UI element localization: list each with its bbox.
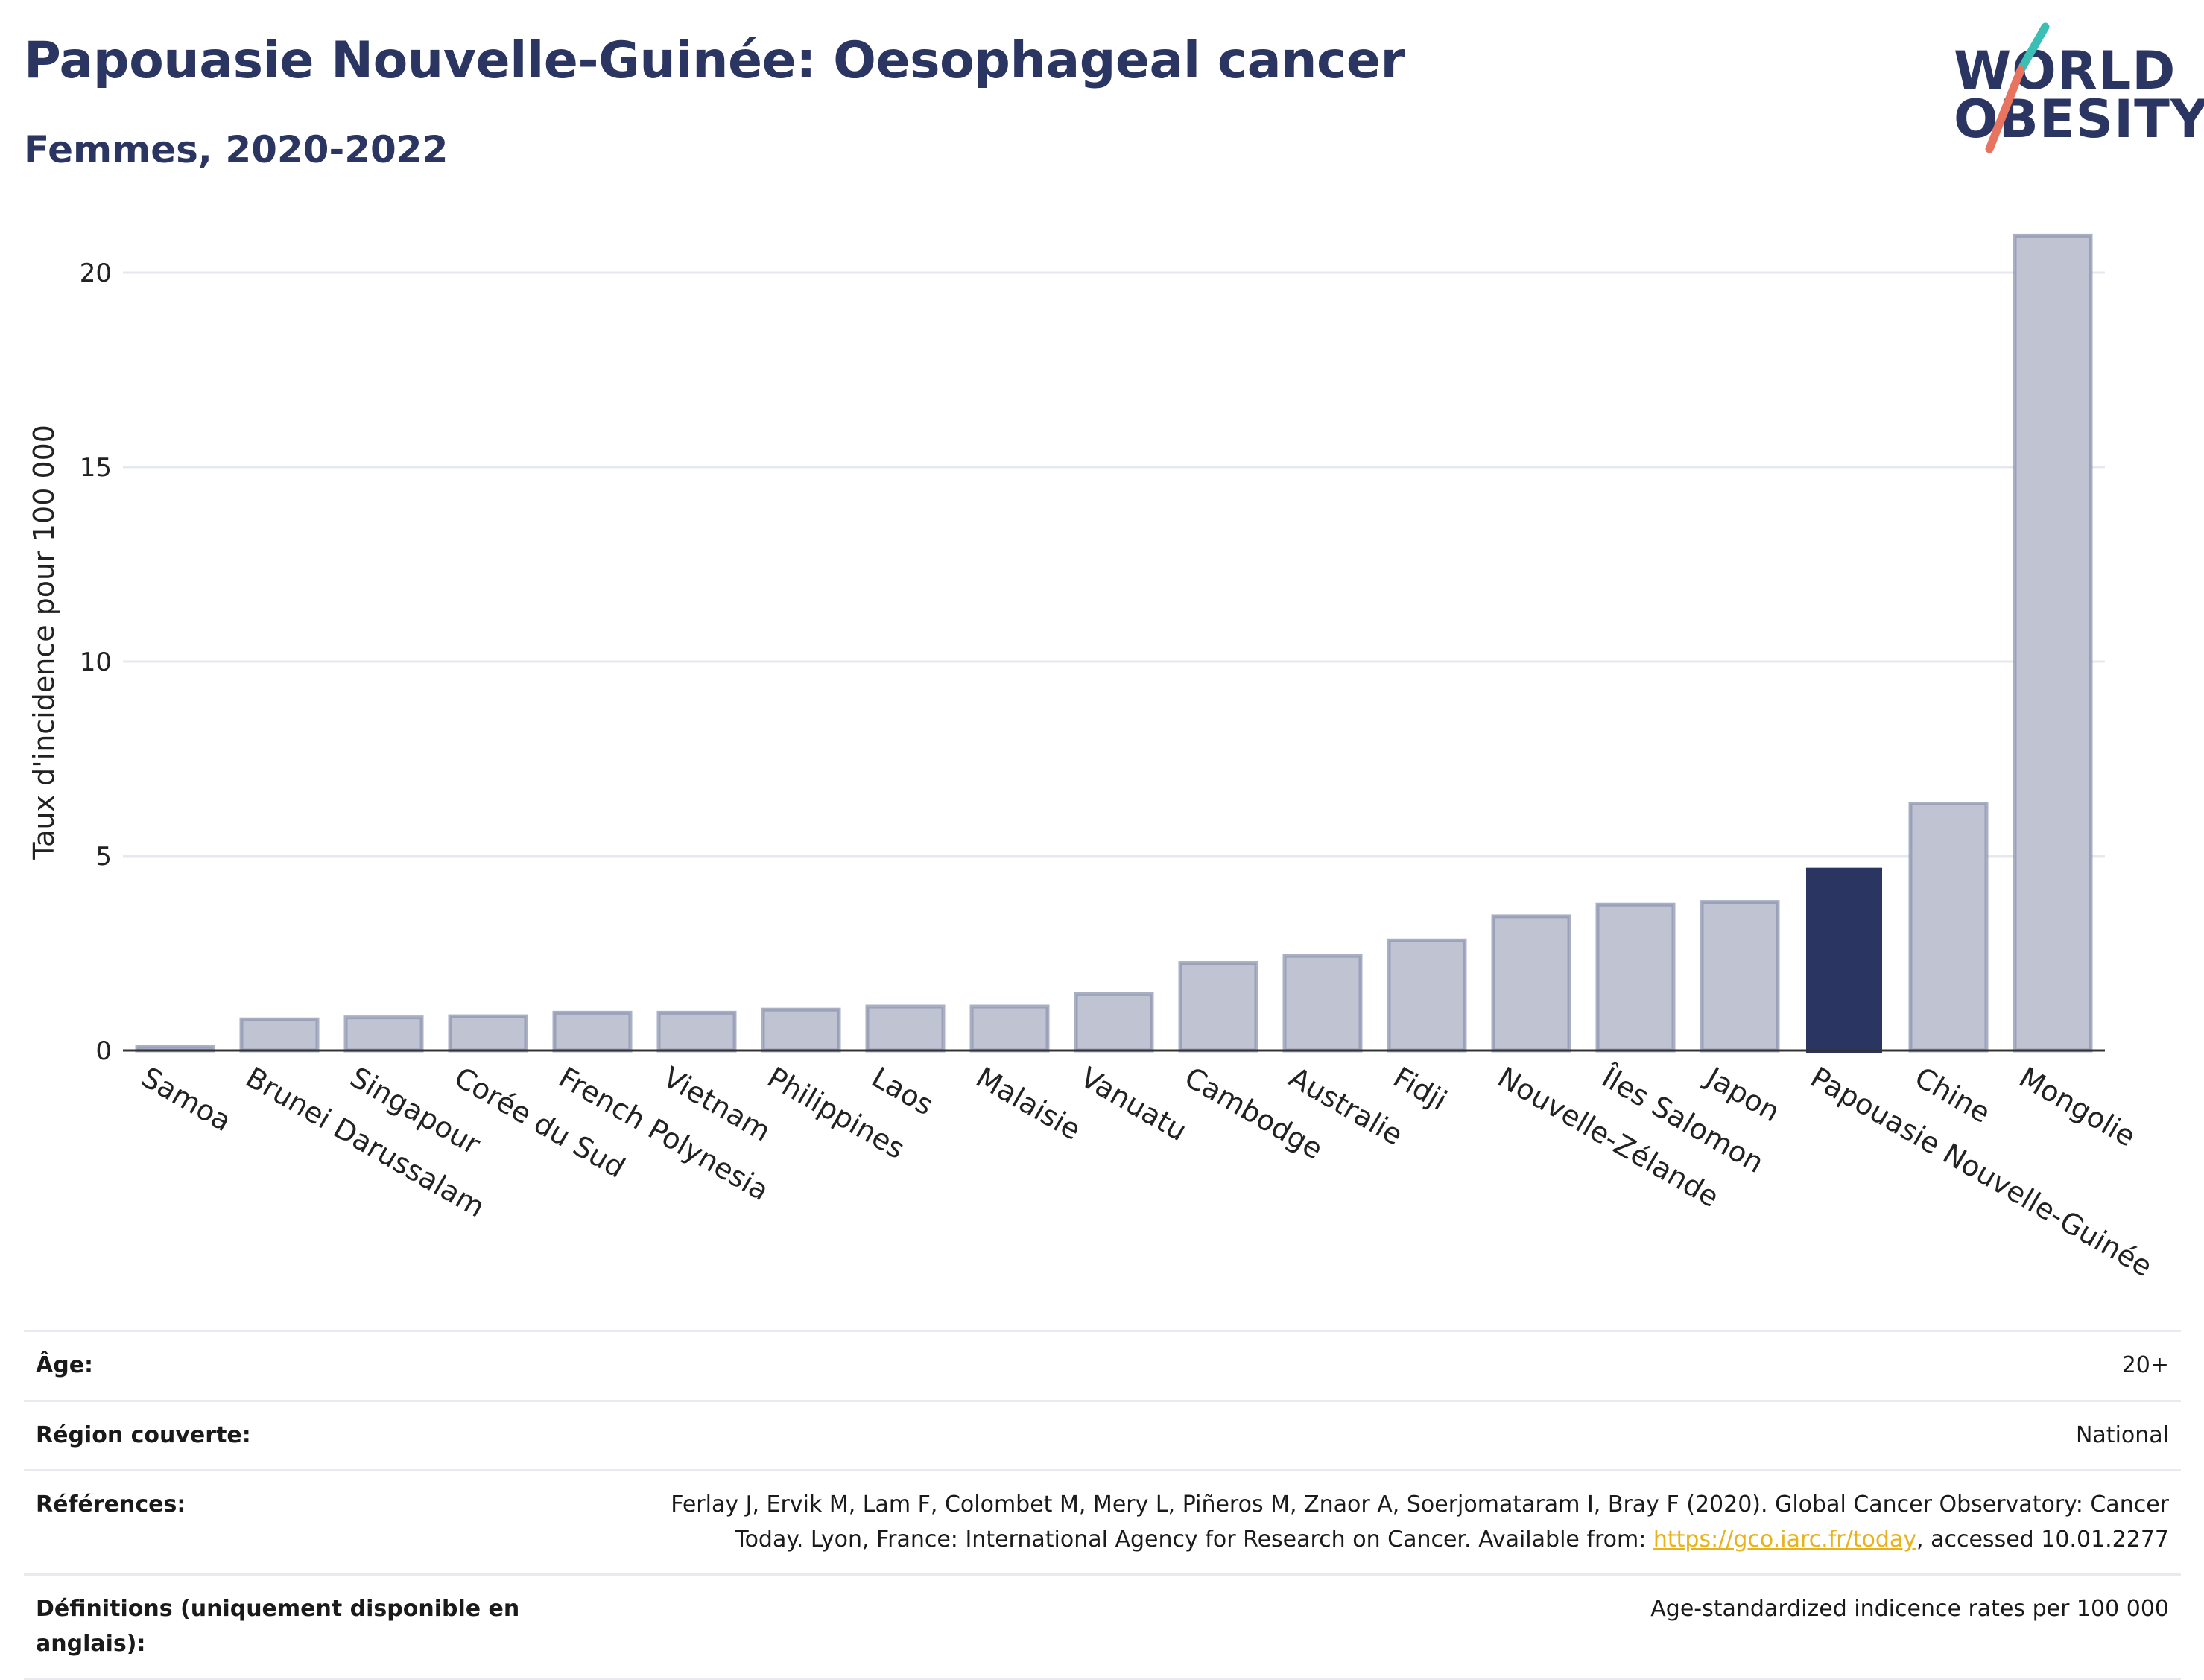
bar xyxy=(761,1007,841,1053)
info-value-references: Ferlay J, Ervik M, Lam F, Colombet M, Me… xyxy=(569,1471,2181,1575)
x-tick-label: Mongolie xyxy=(2014,1061,2141,1153)
x-tick-label: Vanuatu xyxy=(1075,1061,1193,1147)
reference-text-line1: Ferlay J, Ervik M, Lam F, Colombet M, Me… xyxy=(671,1492,2169,1518)
y-tick-label: 10 xyxy=(80,647,112,677)
bar-chart: 0 5 10 15 20 Taux d'incidence pour 100 000 Sam… xyxy=(28,233,2158,1283)
bar xyxy=(1806,867,1882,1053)
bar xyxy=(1908,802,1989,1053)
bar xyxy=(1074,992,1154,1053)
x-tick-label: Samoa xyxy=(136,1061,237,1138)
y-tick-label: 20 xyxy=(80,259,112,288)
bar xyxy=(343,1015,424,1053)
bar xyxy=(2013,233,2093,1053)
bar xyxy=(552,1010,633,1053)
x-tick-label: Malaisie xyxy=(971,1061,1087,1147)
x-tick-label: Fidji xyxy=(1388,1061,1453,1118)
info-row-references: Références: Ferlay J, Ervik M, Lam F, Co… xyxy=(24,1470,2181,1575)
info-label-references: Références: xyxy=(36,1492,186,1518)
info-label-definitions: Définitions (uniquement disponible en an… xyxy=(36,1596,520,1657)
bar xyxy=(1595,902,1676,1053)
info-row-age: Âge: 20+ xyxy=(24,1331,2181,1401)
x-tick-label: Laos xyxy=(867,1061,940,1122)
info-row-region: Région couverte: National xyxy=(24,1401,2181,1471)
bar xyxy=(448,1014,528,1053)
bar xyxy=(239,1017,320,1053)
page-title: Papouasie Nouvelle-Guinée: Oesophageal c… xyxy=(24,31,1405,90)
info-value-age: 20+ xyxy=(2121,1352,2169,1378)
bar xyxy=(1700,900,1780,1053)
bar xyxy=(1387,938,1467,1053)
y-tick-label: 5 xyxy=(95,842,112,872)
y-axis-title: Taux d'incidence pour 100 000 xyxy=(28,425,60,860)
reference-text-line2: Today. Lyon, France: International Agenc… xyxy=(735,1526,1653,1553)
bar xyxy=(969,1004,1050,1053)
logo-slash-icon xyxy=(1985,22,2050,153)
bar xyxy=(1178,961,1258,1053)
info-label-region: Région couverte: xyxy=(36,1421,251,1448)
y-tick-label: 0 xyxy=(95,1036,112,1066)
info-label-age: Âge: xyxy=(36,1352,94,1378)
bar xyxy=(1282,954,1363,1053)
reference-text-accessed: , accessed 10.01.2277 xyxy=(1916,1526,2169,1553)
info-value-region: National xyxy=(2075,1421,2169,1448)
info-value-definitions: Age-standardized indicence rates per 100… xyxy=(1650,1596,2169,1622)
bar xyxy=(865,1004,946,1053)
bar xyxy=(1491,914,1571,1053)
logo-line-1: WORLD xyxy=(1954,40,2176,101)
info-row-definitions: Définitions (uniquement disponible en an… xyxy=(24,1574,2181,1679)
y-tick-label: 15 xyxy=(80,453,112,483)
world-obesity-logo: WORLD OBESITY xyxy=(1937,22,2204,164)
x-tick-label: Corée du Sud xyxy=(449,1061,631,1185)
bar xyxy=(656,1010,737,1053)
info-table: Âge: 20+ Région couverte: National Référ… xyxy=(24,1330,2181,1680)
page-subtitle: Femmes, 2020-2022 xyxy=(24,128,449,171)
reference-link[interactable]: https://gco.iarc.fr/today xyxy=(1653,1526,1917,1553)
